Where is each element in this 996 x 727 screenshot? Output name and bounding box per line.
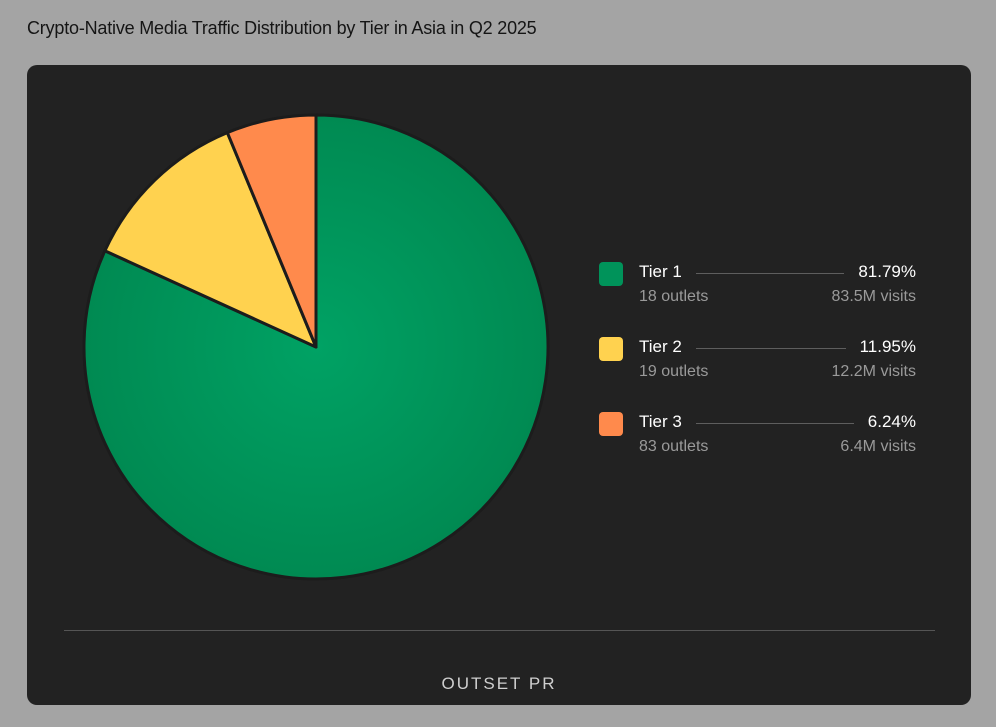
legend-percent: 81.79% bbox=[858, 262, 916, 281]
chart-card: Tier 1 81.79% 18 outlets 83.5M visits Tier 2… bbox=[27, 65, 971, 705]
legend-label: Tier 3 bbox=[639, 412, 682, 431]
legend-swatch-tier-1 bbox=[599, 262, 623, 286]
legend-visits: 6.4M visits bbox=[840, 438, 916, 455]
divider bbox=[64, 630, 935, 631]
legend-swatch-tier-2 bbox=[599, 337, 623, 361]
legend-swatch-tier-3 bbox=[599, 412, 623, 436]
legend-item-tier-2: Tier 2 11.95% 19 outlets 12.2M visits bbox=[598, 335, 916, 383]
legend-item-tier-1: Tier 1 81.79% 18 outlets 83.5M visits bbox=[598, 260, 916, 308]
legend-outlets: 18 outlets bbox=[639, 288, 709, 305]
pie-slice-tier-2 bbox=[103, 131, 318, 349]
legend-leader-line bbox=[696, 273, 844, 274]
legend-label: Tier 2 bbox=[639, 337, 682, 356]
legend-percent: 11.95% bbox=[859, 337, 916, 356]
brand-logo: OUTSET PR bbox=[441, 674, 557, 693]
legend-visits: 83.5M visits bbox=[831, 288, 916, 305]
legend-item-tier-3: Tier 3 6.24% 83 outlets 6.4M visits bbox=[598, 410, 916, 458]
legend-leader-line bbox=[696, 423, 854, 424]
page-title: Crypto-Native Media Traffic Distribution… bbox=[27, 18, 537, 38]
pie-chart bbox=[82, 113, 550, 581]
legend-outlets: 83 outlets bbox=[639, 438, 709, 455]
pie-slice-tier-3 bbox=[225, 113, 318, 349]
legend-leader-line bbox=[696, 348, 846, 349]
chart-legend: Tier 1 81.79% 18 outlets 83.5M visits Tier 2… bbox=[598, 260, 916, 485]
pie-slice-tier-1 bbox=[82, 113, 550, 581]
legend-label: Tier 1 bbox=[639, 262, 682, 281]
legend-outlets: 19 outlets bbox=[639, 363, 709, 380]
legend-visits: 12.2M visits bbox=[831, 363, 916, 380]
legend-percent: 6.24% bbox=[867, 412, 916, 431]
